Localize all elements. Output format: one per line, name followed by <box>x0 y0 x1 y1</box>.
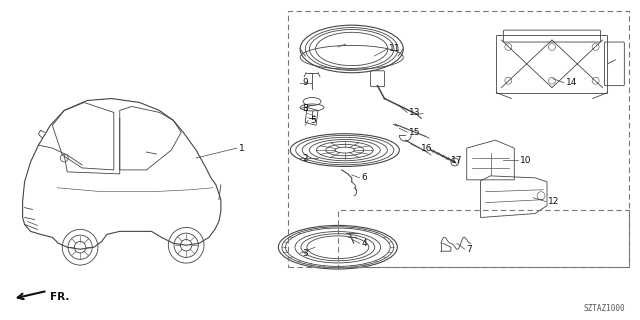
Text: 3: 3 <box>302 249 308 258</box>
Text: 12: 12 <box>548 197 559 206</box>
Text: 5: 5 <box>310 116 316 125</box>
Text: SZTAZ1000: SZTAZ1000 <box>584 304 625 313</box>
Text: 7: 7 <box>467 245 472 254</box>
Text: FR.: FR. <box>51 292 70 302</box>
Text: 4: 4 <box>362 239 367 248</box>
Text: 10: 10 <box>520 156 532 164</box>
Text: 14: 14 <box>566 78 577 87</box>
Text: 15: 15 <box>409 128 420 137</box>
Text: 17: 17 <box>451 156 462 164</box>
Text: 6: 6 <box>362 173 367 182</box>
Text: 9: 9 <box>302 78 308 87</box>
Text: 8: 8 <box>302 104 308 113</box>
Text: 1: 1 <box>239 144 244 153</box>
Text: 11: 11 <box>389 44 401 53</box>
Text: 2: 2 <box>302 154 308 163</box>
Text: 16: 16 <box>421 144 433 153</box>
Text: 13: 13 <box>409 108 420 117</box>
